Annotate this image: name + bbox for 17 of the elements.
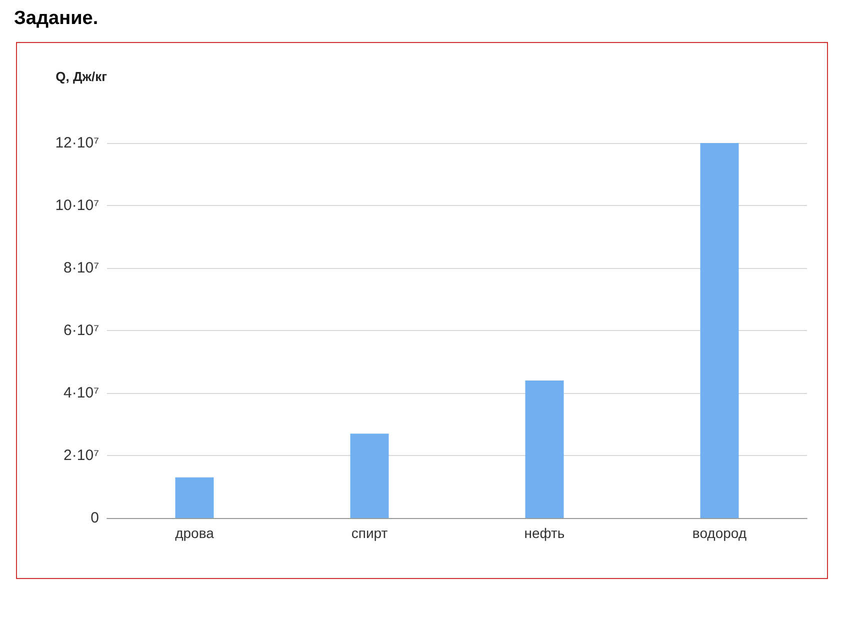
y-tick-label: 4·10⁷ <box>64 384 99 402</box>
bar <box>700 143 739 518</box>
y-tick-label: 2·10⁷ <box>64 447 99 464</box>
bar <box>350 434 389 518</box>
y-tick-label: 8·10⁷ <box>64 260 99 276</box>
x-tick-label: водород <box>692 525 747 541</box>
y-tick-label: 0 <box>90 510 99 526</box>
chart-title: Задание. <box>14 8 100 30</box>
bar <box>525 380 564 518</box>
y-tick-label: 10·10⁷ <box>55 197 99 214</box>
bar <box>175 477 214 518</box>
y-tick-label: 6·10⁷ <box>64 322 99 339</box>
y-tick-label: 12·10⁷ <box>55 134 99 152</box>
y-axis-title: Q, Дж/кг <box>56 69 108 84</box>
x-tick-label: спирт <box>351 525 388 541</box>
x-tick-label: нефть <box>524 525 565 541</box>
x-tick-label: дрова <box>175 525 214 541</box>
